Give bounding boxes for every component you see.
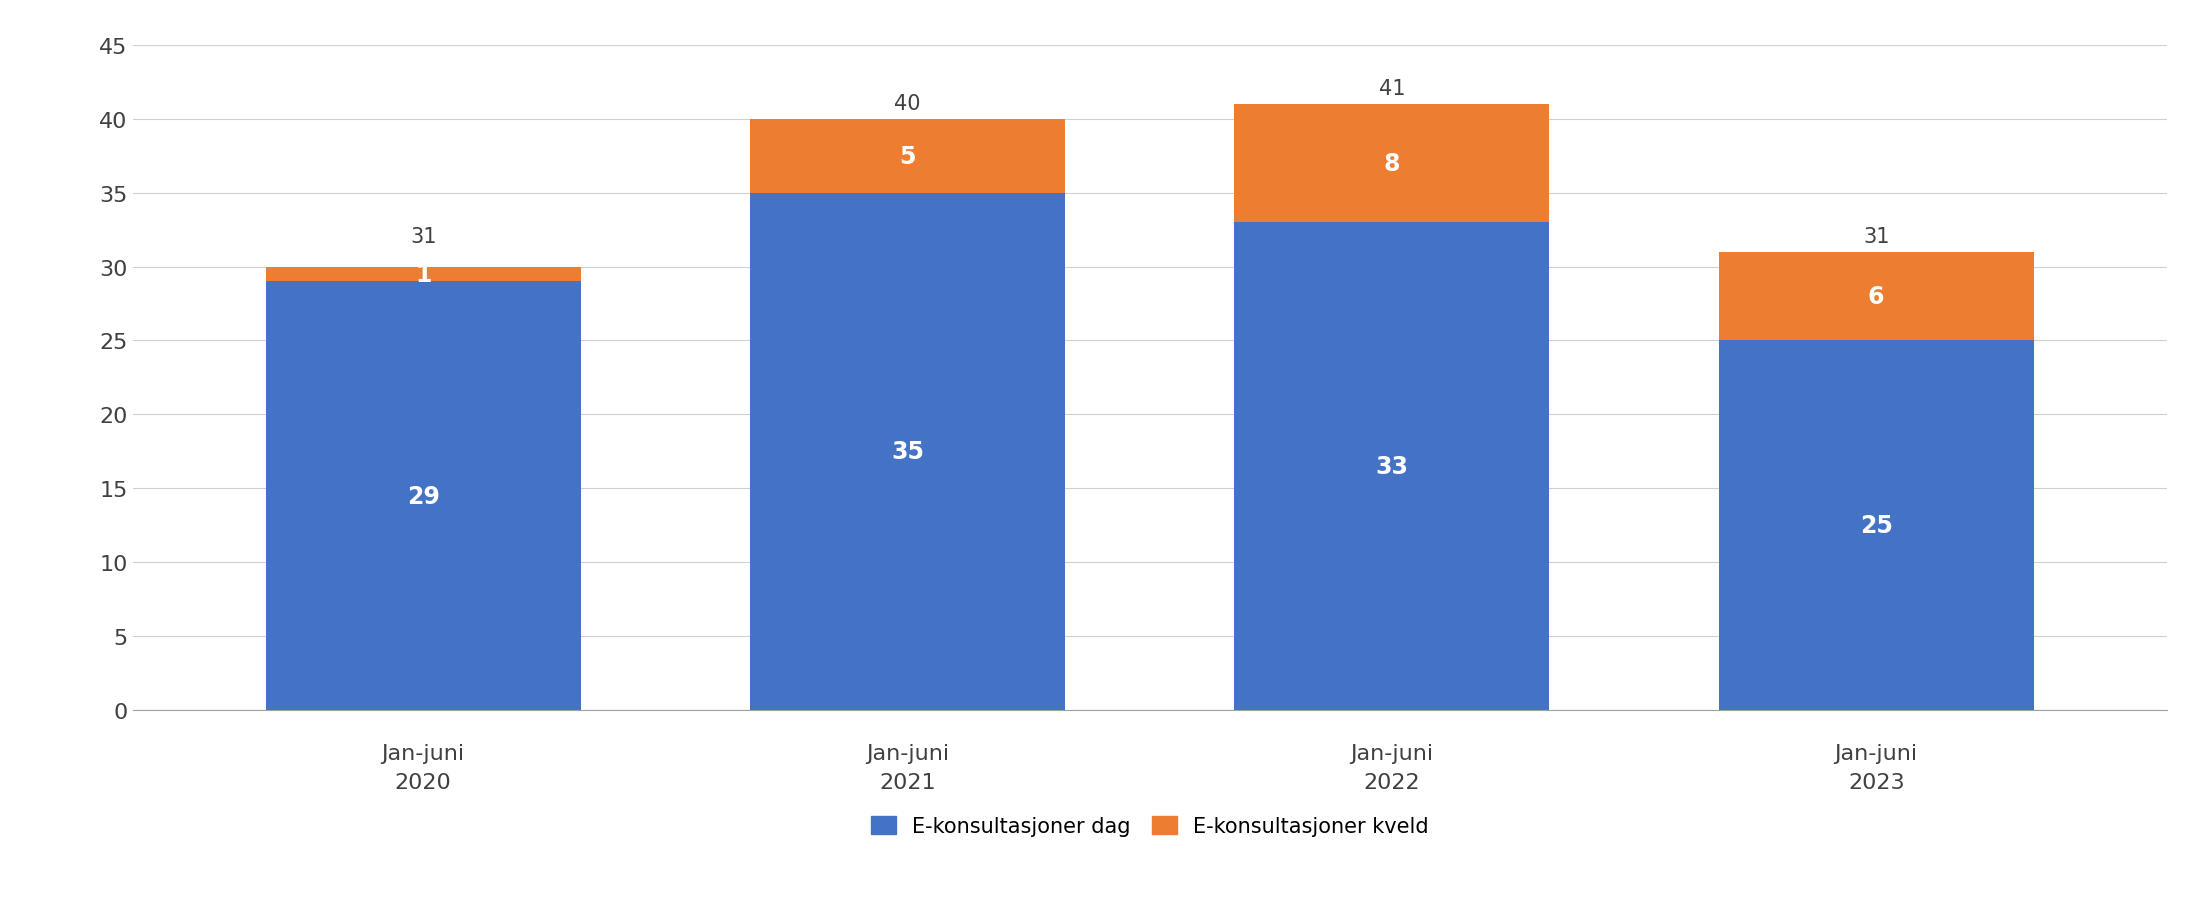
Text: Jan-juni: Jan-juni: [383, 743, 464, 763]
Text: 1: 1: [416, 262, 431, 287]
Bar: [265, 267, 581, 282]
Bar: [1234, 223, 1550, 711]
Text: 2021: 2021: [880, 773, 935, 793]
Text: 25: 25: [1859, 514, 1893, 537]
Text: 33: 33: [1375, 455, 1408, 478]
Text: 41: 41: [1380, 78, 1406, 98]
Text: 35: 35: [891, 440, 924, 464]
Text: Jan-juni: Jan-juni: [1351, 743, 1433, 763]
Legend: E-konsultasjoner dag, E-konsultasjoner kveld: E-konsultasjoner dag, E-konsultasjoner k…: [860, 805, 1439, 846]
Text: 31: 31: [1864, 227, 1890, 247]
Bar: [750, 119, 1066, 193]
Bar: [1718, 341, 2034, 711]
Text: 2020: 2020: [396, 773, 451, 793]
Bar: [1718, 252, 2034, 341]
Text: 40: 40: [893, 94, 920, 114]
Text: 2023: 2023: [1848, 773, 1904, 793]
Bar: [1234, 105, 1550, 223]
Text: 5: 5: [900, 145, 915, 169]
Text: Jan-juni: Jan-juni: [867, 743, 949, 763]
Text: 8: 8: [1384, 152, 1400, 176]
Bar: [750, 193, 1066, 711]
Text: 31: 31: [409, 227, 436, 247]
Bar: [265, 282, 581, 711]
Text: 29: 29: [407, 485, 440, 508]
Text: Jan-juni: Jan-juni: [1835, 743, 1917, 763]
Text: 6: 6: [1868, 285, 1884, 309]
Text: 2022: 2022: [1364, 773, 1419, 793]
